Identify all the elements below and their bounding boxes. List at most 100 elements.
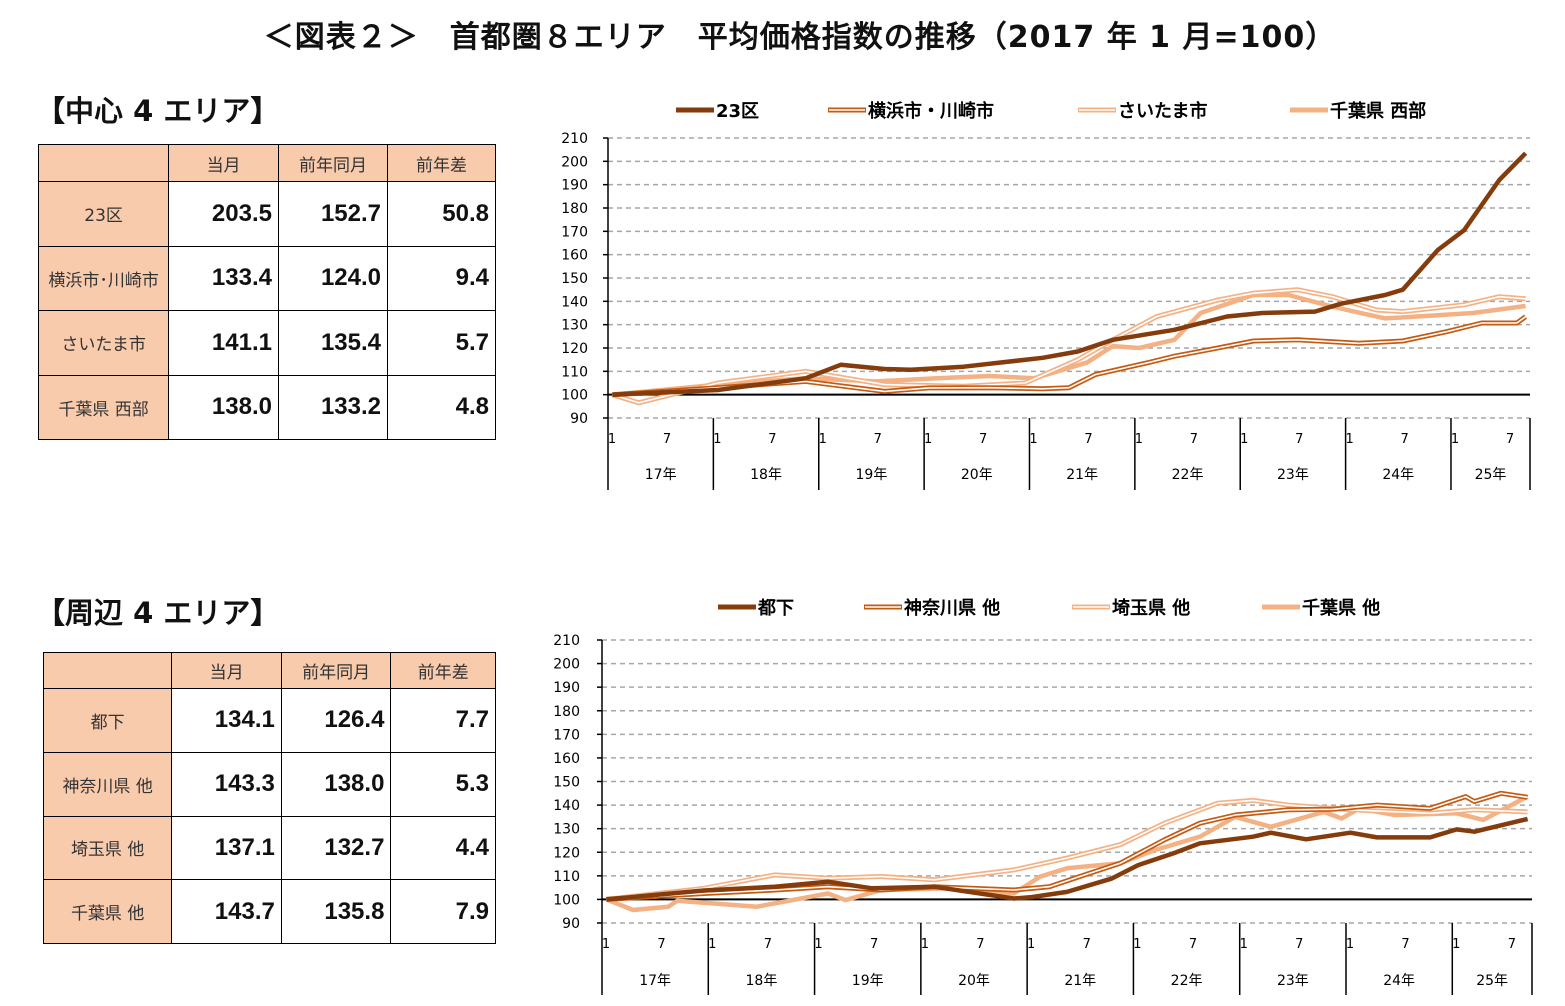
legend-label: 千葉県 西部 <box>1330 100 1426 122</box>
legend-entry: 千葉県 西部 <box>1290 100 1426 122</box>
y-tick-label: 180 <box>553 704 580 720</box>
legend-label: 神奈川県 他 <box>904 597 1000 619</box>
y-tick-label: 160 <box>561 248 588 264</box>
month-tick-label: 1 <box>814 937 822 952</box>
legend-entry: 埼玉県 他 <box>1072 597 1190 619</box>
year-label: 20年 <box>961 467 993 483</box>
prev_year-cell: 124.0 <box>277 245 389 311</box>
area-name-cell: さいたま市 <box>37 310 170 376</box>
y-tick-label: 130 <box>561 318 588 334</box>
month-tick-label: 1 <box>924 432 932 447</box>
year-label: 24年 <box>1383 973 1415 989</box>
legend-entry: 神奈川県 他 <box>864 597 1000 619</box>
month-tick-label: 1 <box>1451 432 1459 447</box>
central-areas-table: 当月 前年同月 前年差 23区 203.5 152.7 50.8 横浜市･川崎市 133.4 12… <box>37 144 496 440</box>
month-tick-label: 1 <box>713 432 721 447</box>
section-heading-suburban: 【周辺 4 エリア】 <box>36 596 280 630</box>
y-tick-label: 190 <box>561 178 588 194</box>
y-tick-label: 140 <box>561 294 588 310</box>
legend-entry: 都下 <box>718 598 794 619</box>
month-tick-label: 1 <box>1135 432 1143 447</box>
y-tick-label: 170 <box>553 727 580 743</box>
month-tick-label: 7 <box>1506 432 1514 447</box>
diff-cell: 4.8 <box>387 374 496 440</box>
month-tick-label: 7 <box>870 937 878 952</box>
month-tick-label: 7 <box>976 937 984 952</box>
y-tick-label: 150 <box>561 271 588 287</box>
year-label: 21年 <box>1066 467 1098 483</box>
y-tick-label: 90 <box>562 916 580 932</box>
y-tick-label: 140 <box>553 798 580 814</box>
month-tick-label: 1 <box>1452 937 1460 952</box>
column-header: 前年差 <box>390 652 496 689</box>
legend-label: 千葉県 他 <box>1302 597 1380 619</box>
diff-cell: 5.7 <box>387 310 496 376</box>
y-tick-label: 200 <box>561 154 588 170</box>
table-row: 千葉県 西部 138.0 133.2 4.8 <box>37 374 496 440</box>
year-label: 23年 <box>1277 467 1309 483</box>
prev_year-cell: 135.8 <box>280 879 392 944</box>
area-name-cell: 神奈川県 他 <box>42 751 173 817</box>
diff-cell: 50.8 <box>387 181 496 247</box>
month-tick-label: 7 <box>764 937 772 952</box>
month-tick-label: 1 <box>1029 432 1037 447</box>
month-tick-label: 1 <box>608 432 616 447</box>
diff-cell: 9.4 <box>387 245 496 311</box>
month-tick-label: 1 <box>1345 432 1353 447</box>
year-label: 20年 <box>958 973 990 989</box>
prev_year-cell: 126.4 <box>280 688 392 753</box>
legend-label: 都下 <box>757 598 794 619</box>
y-tick-label: 100 <box>561 388 588 404</box>
table-row: 千葉県 他 143.7 135.8 7.9 <box>42 879 496 944</box>
table-row: 横浜市･川崎市 133.4 124.0 9.4 <box>37 245 496 311</box>
legend-label: 埼玉県 他 <box>1112 597 1190 619</box>
series-line-3 <box>606 797 1528 902</box>
month-tick-label: 7 <box>1083 937 1091 952</box>
month-tick-label: 7 <box>1401 937 1409 952</box>
y-tick-label: 150 <box>553 775 580 791</box>
y-tick-label: 210 <box>561 131 588 147</box>
area-name-cell: 横浜市･川崎市 <box>37 245 170 311</box>
y-tick-label: 130 <box>553 822 580 838</box>
year-label: 17年 <box>639 973 671 989</box>
month-tick-label: 7 <box>1508 937 1516 952</box>
y-tick-label: 120 <box>561 341 588 357</box>
month-tick-label: 7 <box>1189 937 1197 952</box>
month-tick-label: 7 <box>663 432 671 447</box>
series-path <box>606 816 1529 902</box>
current-cell: 203.5 <box>168 181 279 247</box>
y-tick-label: 100 <box>553 892 580 908</box>
suburban-areas-table: 当月 前年同月 前年差 都下 134.1 126.4 7.7 神奈川県 他 143.3 138.0… <box>42 652 496 944</box>
y-tick-label: 110 <box>561 364 588 380</box>
y-tick-label: 190 <box>553 680 580 696</box>
month-tick-label: 1 <box>1240 432 1248 447</box>
series-path-inner <box>612 316 1527 396</box>
y-tick-label: 210 <box>553 633 580 649</box>
year-label: 25年 <box>1476 973 1508 989</box>
y-tick-label: 170 <box>561 224 588 240</box>
year-label: 25年 <box>1475 467 1507 483</box>
column-header: 前年同月 <box>277 144 389 182</box>
year-label: 19年 <box>856 467 888 483</box>
table-row: 都下 134.1 126.4 7.7 <box>42 688 496 753</box>
year-label: 23年 <box>1277 973 1309 989</box>
y-tick-label: 90 <box>570 411 588 427</box>
month-tick-label: 7 <box>1401 432 1409 447</box>
column-header: 前年同月 <box>280 652 392 689</box>
y-tick-label: 120 <box>553 845 580 861</box>
current-cell: 138.0 <box>168 374 279 440</box>
month-tick-label: 7 <box>768 432 776 447</box>
column-header <box>37 144 170 182</box>
area-name-cell: 埼玉県 他 <box>42 815 173 881</box>
month-tick-label: 1 <box>1027 937 1035 952</box>
table-row: さいたま市 141.1 135.4 5.7 <box>37 310 496 376</box>
month-tick-label: 7 <box>979 432 987 447</box>
table-row: 23区 203.5 152.7 50.8 <box>37 181 496 247</box>
year-label: 22年 <box>1171 973 1203 989</box>
month-tick-label: 7 <box>657 937 665 952</box>
legend-label: 横浜市・川崎市 <box>868 100 994 122</box>
legend-entry: 23区 <box>676 101 759 122</box>
series-path <box>612 151 1528 397</box>
